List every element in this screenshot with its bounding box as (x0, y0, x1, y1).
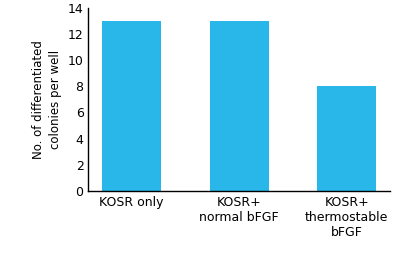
Bar (316, 86, 375, 191)
Y-axis label: No. of differentiated
colonies per well: No. of differentiated colonies per well (32, 40, 62, 159)
Bar (209, 21, 268, 191)
Bar (102, 21, 161, 191)
